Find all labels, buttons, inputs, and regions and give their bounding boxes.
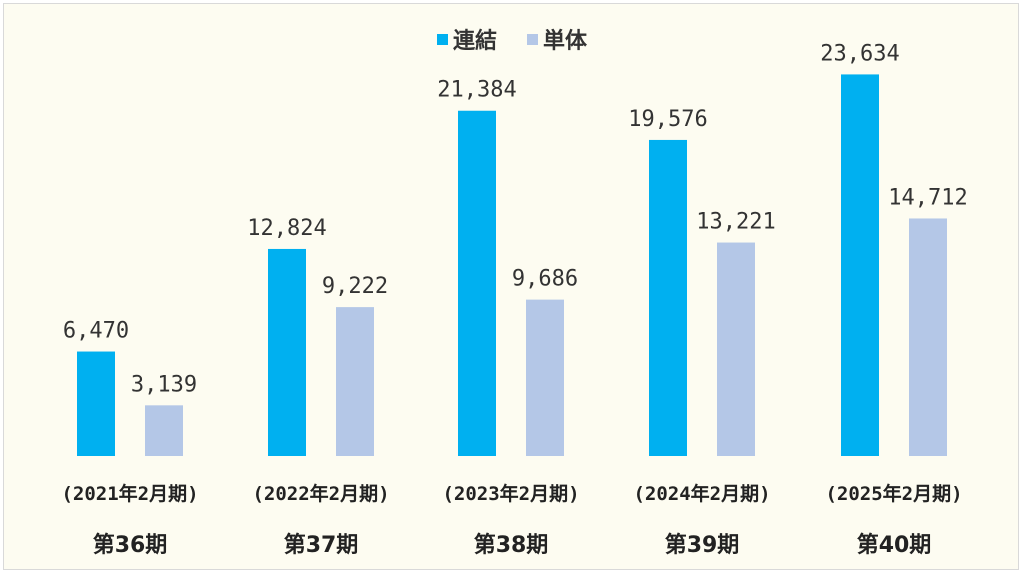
period-label-4: 第39期 [665,532,740,558]
value-label-consolidated-1: 6,470 [63,319,129,344]
category-label-1: (2021年2月期) [61,482,198,505]
period-label-5: 第40期 [857,532,932,558]
bar-standalone-3 [526,299,564,456]
legend-label-1: 連結 [453,28,497,54]
value-label-standalone-5: 14,712 [888,185,967,210]
legend-swatch-1 [437,34,448,45]
value-label-consolidated-2: 12,824 [247,216,326,241]
legend: 連結 単体 [437,28,588,54]
period-label-2: 第37期 [284,532,359,558]
value-label-standalone-2: 9,222 [322,274,388,299]
category-label-3: (2023年2月期) [442,482,579,505]
bar-standalone-5 [909,218,947,456]
bar-standalone-4 [717,242,755,456]
bar-consolidated-2 [268,248,306,456]
legend-swatch-2 [527,34,538,45]
value-label-standalone-1: 3,139 [131,372,197,397]
value-label-consolidated-5: 23,634 [820,41,899,66]
legend-label-2: 単体 [543,28,588,54]
value-label-standalone-3: 9,686 [512,267,578,292]
bars-layer [77,74,947,456]
period-label-3: 第38期 [474,532,549,558]
bar-consolidated-1 [77,351,115,456]
category-label-5: (2025年2月期) [825,482,962,505]
bar-consolidated-3 [458,110,496,456]
value-label-consolidated-4: 19,576 [628,107,707,132]
value-label-consolidated-3: 21,384 [437,78,516,103]
bar-consolidated-4 [649,139,687,456]
bar-consolidated-5 [841,74,879,456]
period-label-1: 第36期 [93,532,168,558]
category-label-2: (2022年2月期) [252,482,389,505]
labels-layer: 6,470 3,139 (2021年2月期) 第36期 12,824 9,222 (2022… [61,41,967,558]
bar-standalone-1 [145,405,183,456]
value-label-standalone-4: 13,221 [696,210,775,235]
bar-standalone-2 [336,307,374,456]
category-label-4: (2024年2月期) [633,482,770,505]
